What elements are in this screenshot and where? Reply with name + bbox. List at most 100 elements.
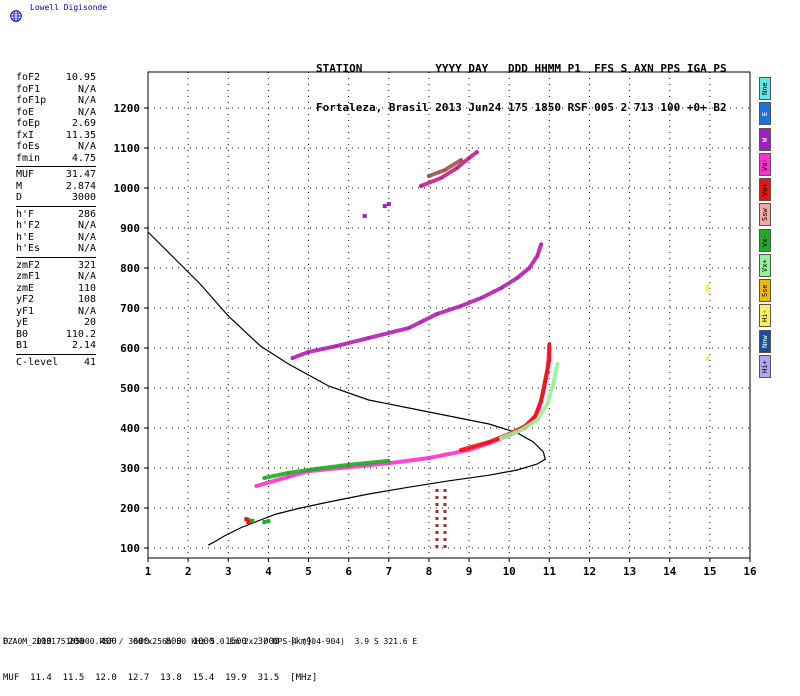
x-tick-label: 15 (703, 565, 716, 578)
echo-point (250, 518, 255, 523)
param-name: fxI (16, 129, 35, 141)
param-value: 286 (77, 208, 96, 220)
y-tick-label: 600 (120, 342, 140, 355)
legend-swatch-w: W (759, 127, 771, 151)
echo-point (246, 520, 251, 524)
y-tick-label: 900 (120, 222, 140, 235)
echo-point (547, 342, 551, 346)
param-row: yF2 108 (16, 294, 96, 306)
param-row: foF1 N/A (16, 84, 96, 96)
param-value: 108 (77, 294, 96, 305)
scaled-parameters-panel: foF2 10.95 foF1 N/A foF1p N/A foE N/A foEp 2.69 fx… (16, 72, 96, 368)
param-value: N/A (77, 83, 96, 95)
param-value: 11.35 (65, 129, 96, 141)
echo-point (347, 465, 351, 469)
param-name: C-level (16, 356, 59, 368)
param-row: fxI 11.35 (16, 130, 96, 142)
param-value: N/A (77, 231, 96, 243)
param-row: yF1 N/A (16, 306, 96, 318)
legend-swatch-nne: Nne (759, 77, 771, 100)
echo-point (419, 184, 423, 188)
param-separator (16, 256, 96, 258)
echo-trace (499, 362, 560, 440)
brand-name: Lowell Digisonde (30, 3, 108, 12)
x-tick-label: 9 (466, 565, 473, 578)
param-value: 110.2 (65, 328, 96, 340)
param-name: fmin (16, 152, 41, 164)
param-name: foEp (16, 118, 41, 129)
echo-point (479, 296, 483, 300)
param-value: N/A (77, 271, 96, 282)
legend-swatch-nnw: Nnw (759, 329, 771, 353)
param-separator (16, 353, 96, 355)
param-value: 3000 (71, 192, 96, 203)
param-row: B0 110.2 (16, 329, 96, 341)
echo-point (705, 284, 710, 288)
param-name: B0 (16, 328, 29, 340)
y-tick-label: 200 (120, 502, 140, 515)
param-name: B1 (16, 340, 29, 351)
param-name: foE (16, 106, 35, 118)
echo-point (362, 214, 367, 218)
param-name: MUF (16, 169, 35, 180)
param-row: MUF 31.47 (16, 169, 96, 181)
param-name: D (16, 192, 23, 203)
param-row: h'Es N/A (16, 243, 96, 255)
param-row: fmin 4.75 (16, 153, 96, 165)
param-value: 41 (83, 356, 96, 368)
x-tick-label: 3 (225, 565, 232, 578)
echo-point (519, 428, 523, 432)
x-tick-label: 6 (345, 565, 352, 578)
ionogram-plot: 1 2 3 4 5 6 7 8 9 10 11 12 13 14 15 1610020030040050060… (114, 71, 757, 578)
echo-point (443, 168, 447, 172)
y-tick-label: 1000 (114, 182, 141, 195)
echo-point (543, 378, 547, 382)
param-value: 2.69 (71, 118, 96, 129)
echo-point (475, 150, 479, 154)
echo-point (307, 350, 311, 354)
param-value: N/A (77, 243, 96, 254)
echo-point (527, 266, 531, 270)
echo-point (335, 344, 339, 348)
echo-point (551, 382, 555, 386)
x-tick-label: 2 (185, 565, 192, 578)
echo-point (459, 304, 463, 308)
echo-point (262, 520, 267, 524)
y-tick-label: 400 (120, 422, 140, 435)
param-name: zmF1 (16, 271, 41, 282)
param-name: yF1 (16, 305, 35, 317)
echo-point (262, 476, 266, 480)
param-separator (16, 166, 96, 167)
echo-point (382, 204, 387, 208)
param-value: N/A (77, 141, 96, 152)
param-name: h'E (16, 231, 35, 243)
y-tick-label: 800 (120, 262, 140, 275)
echo-trace (459, 342, 552, 452)
echo-point (427, 174, 431, 178)
param-name: foEs (16, 141, 41, 152)
param-value: N/A (77, 220, 96, 231)
echo-point (539, 398, 543, 402)
x-tick-label: 1 (145, 565, 152, 578)
param-name: h'F2 (16, 220, 41, 231)
x-tick-label: 10 (503, 565, 516, 578)
param-row: zmF1 N/A (16, 271, 96, 283)
param-name: h'Es (16, 243, 41, 254)
echo-point (547, 358, 551, 362)
param-row: zmE 110 (16, 283, 96, 295)
echo-point (515, 276, 519, 280)
legend-swatch-vx: Vx- (759, 228, 771, 252)
param-row: foEs N/A (16, 141, 96, 153)
echo-point (435, 312, 439, 316)
echo-point (367, 336, 371, 340)
param-row: foF2 10.95 (16, 72, 96, 84)
y-tick-label: 100 (120, 542, 140, 555)
file-info-footer: FZA0M_2013175185000.RSF / 300fx256h 50 k… (3, 637, 418, 646)
param-value: 4.75 (71, 152, 96, 164)
param-name: M (16, 180, 23, 192)
echo-point (455, 166, 459, 170)
x-tick-label: 13 (623, 565, 636, 578)
param-value: 20 (83, 317, 96, 328)
echo-point (467, 156, 471, 160)
param-name: yE (16, 317, 29, 328)
